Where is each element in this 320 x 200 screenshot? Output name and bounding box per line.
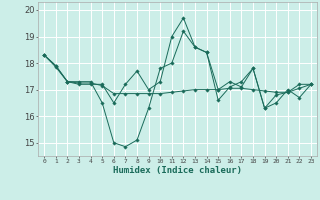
- X-axis label: Humidex (Indice chaleur): Humidex (Indice chaleur): [113, 166, 242, 175]
